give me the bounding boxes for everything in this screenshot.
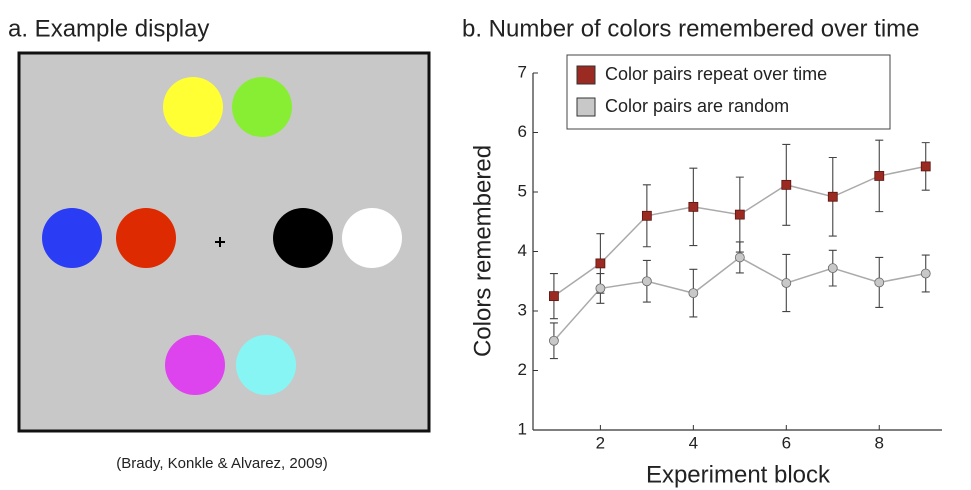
y-tick-label: 7 [518,62,527,81]
marker [827,191,838,202]
stimulus [273,208,333,268]
x-tick-label: 2 [596,433,605,452]
stimulus [163,77,223,137]
marker [827,263,838,274]
x-tick-label: 6 [782,433,791,452]
marker [595,283,606,294]
x-tick-label: 4 [689,433,698,452]
caption: (Brady, Konkle & Alvarez, 2009) [116,455,328,472]
stimulus [236,335,296,395]
marker [781,179,792,190]
y-axis-label: Colors remembered [469,145,496,357]
legend-label: Color pairs are random [605,96,789,116]
marker [688,288,699,299]
legend-swatch [576,97,596,117]
stimulus [165,335,225,395]
marker [874,277,885,288]
panel-title: a. Example display [8,15,209,42]
stimulus [342,208,402,268]
y-tick-label: 5 [518,181,527,200]
marker [920,268,931,279]
marker [688,201,699,212]
marker [874,171,885,181]
marker [595,258,606,269]
marker [734,209,745,220]
marker [641,276,652,287]
stimulus [116,208,176,268]
marker [549,335,559,346]
stimulus [42,208,102,268]
fixation-cross [215,237,225,247]
stimulus [232,77,292,137]
marker [549,291,559,302]
marker [734,252,745,263]
chart-title: b. Number of colors remembered over time [462,15,920,42]
marker [641,210,652,221]
y-tick-label: 6 [518,122,527,141]
marker [781,278,792,288]
x-tick-label: 8 [875,433,884,452]
y-tick-label: 1 [518,419,527,438]
marker [920,161,931,172]
x-axis-label: Experiment block [646,461,831,488]
y-tick-label: 3 [518,300,527,319]
legend-label: Color pairs repeat over time [605,64,827,84]
y-tick-label: 4 [518,241,527,260]
legend-swatch [576,65,596,85]
legend-box [566,54,891,130]
y-tick-label: 2 [518,360,527,379]
